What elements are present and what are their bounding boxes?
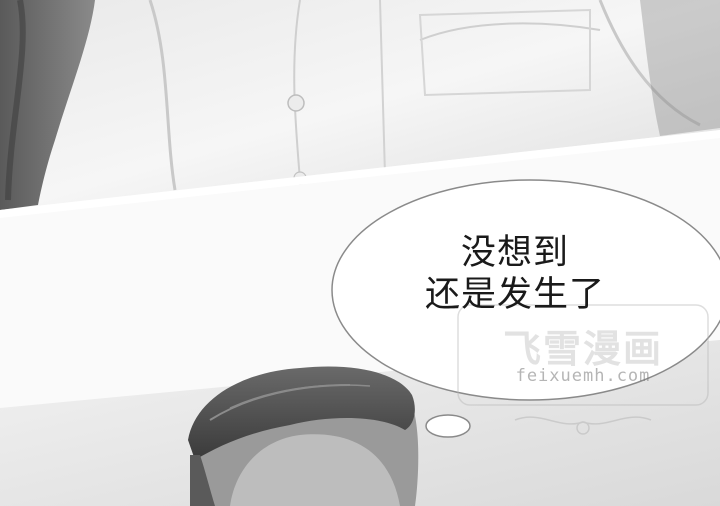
thought-dot bbox=[425, 414, 471, 438]
watermark-title: 飞雪漫画 bbox=[502, 327, 663, 371]
speech-line-1: 没想到 bbox=[460, 233, 569, 273]
watermark-url: feixuemh.com bbox=[515, 366, 651, 386]
speech-bubble-text: 没想到 还是发生了 bbox=[400, 232, 630, 316]
watermark-seal bbox=[457, 304, 709, 435]
speech-bubble bbox=[331, 179, 720, 438]
top-panel bbox=[0, 0, 720, 210]
speech-line-2: 还是发生了 bbox=[424, 275, 605, 315]
